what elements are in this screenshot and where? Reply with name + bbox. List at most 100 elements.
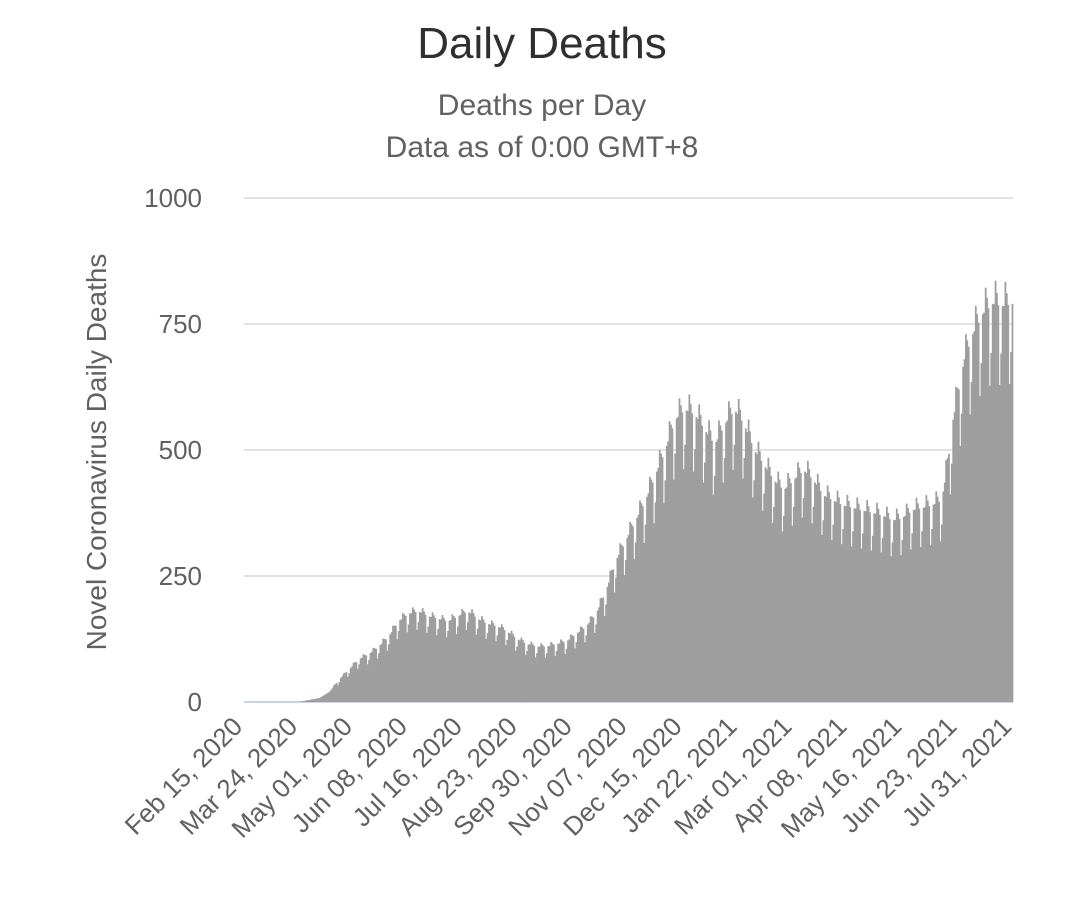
bar (809, 477, 812, 702)
bar (822, 520, 825, 702)
bar (997, 305, 1000, 702)
bar (733, 444, 736, 702)
bar (842, 529, 845, 702)
bar (818, 482, 821, 702)
bar (500, 624, 503, 702)
bar (461, 608, 464, 702)
bar (811, 523, 813, 702)
bar (537, 646, 540, 702)
bar (935, 491, 938, 702)
bar (897, 513, 900, 702)
bar (493, 625, 496, 702)
bar (933, 504, 936, 702)
bar (543, 646, 545, 702)
bar (363, 654, 366, 702)
bar (349, 667, 352, 702)
bar (482, 619, 485, 702)
bar (380, 643, 383, 702)
bar (794, 478, 797, 702)
bar (737, 399, 740, 702)
bar (718, 420, 720, 702)
bar (917, 503, 919, 702)
bar (942, 491, 945, 702)
bar (853, 508, 856, 702)
bar (912, 510, 915, 702)
bar (873, 513, 876, 702)
bar (304, 700, 307, 702)
bar (608, 582, 610, 702)
bar (572, 636, 575, 702)
bar (450, 619, 452, 702)
bar (485, 638, 488, 702)
bar (452, 615, 455, 702)
bar (356, 668, 359, 702)
bar (376, 658, 379, 702)
bar (426, 632, 428, 702)
bar (956, 387, 959, 702)
bar (716, 439, 719, 702)
bar (368, 659, 370, 702)
bar (403, 614, 406, 702)
bar (620, 544, 623, 702)
bar (457, 626, 459, 702)
bar (354, 662, 356, 702)
bar (495, 641, 497, 702)
bar (648, 476, 651, 702)
bar (637, 514, 640, 702)
bar (750, 442, 753, 702)
bar (919, 547, 922, 702)
bar (966, 340, 969, 702)
bar (677, 416, 679, 702)
y-tick-label: 1000 (144, 183, 202, 213)
bar (795, 477, 798, 702)
bar (540, 643, 543, 702)
bar (568, 639, 571, 702)
bar (423, 611, 425, 702)
bar (1008, 384, 1011, 702)
bar (694, 449, 696, 702)
bar (1000, 353, 1003, 702)
bar (719, 425, 722, 702)
bar (692, 471, 695, 702)
bar (444, 620, 447, 702)
bar (348, 673, 351, 702)
bar (431, 612, 434, 702)
bar (870, 550, 873, 702)
bar (633, 559, 636, 702)
bar (428, 616, 431, 702)
bar (379, 645, 382, 702)
bar (965, 334, 967, 702)
bar (437, 628, 440, 702)
bar (430, 617, 433, 702)
bar (867, 506, 870, 702)
bar (672, 479, 675, 702)
bar (996, 293, 998, 702)
bar (866, 500, 869, 702)
bar (977, 322, 980, 702)
bar (629, 521, 631, 702)
bar (711, 440, 713, 702)
bar (658, 450, 661, 702)
bar (318, 697, 321, 702)
bar (979, 396, 981, 702)
bar (984, 287, 987, 702)
bar (821, 534, 823, 702)
bar (713, 475, 716, 702)
bar (496, 635, 499, 702)
bar (416, 629, 418, 702)
bar (790, 483, 792, 702)
bar (743, 458, 746, 702)
bar (409, 613, 411, 702)
bar (641, 506, 644, 702)
bar (661, 457, 664, 702)
bar (577, 632, 579, 702)
bar (390, 632, 393, 702)
bar (310, 699, 313, 702)
bar (644, 524, 647, 702)
bar (657, 468, 660, 702)
bar (987, 308, 990, 702)
bar (703, 462, 706, 702)
bar (759, 451, 761, 702)
bar (806, 460, 809, 702)
bar (325, 693, 328, 702)
